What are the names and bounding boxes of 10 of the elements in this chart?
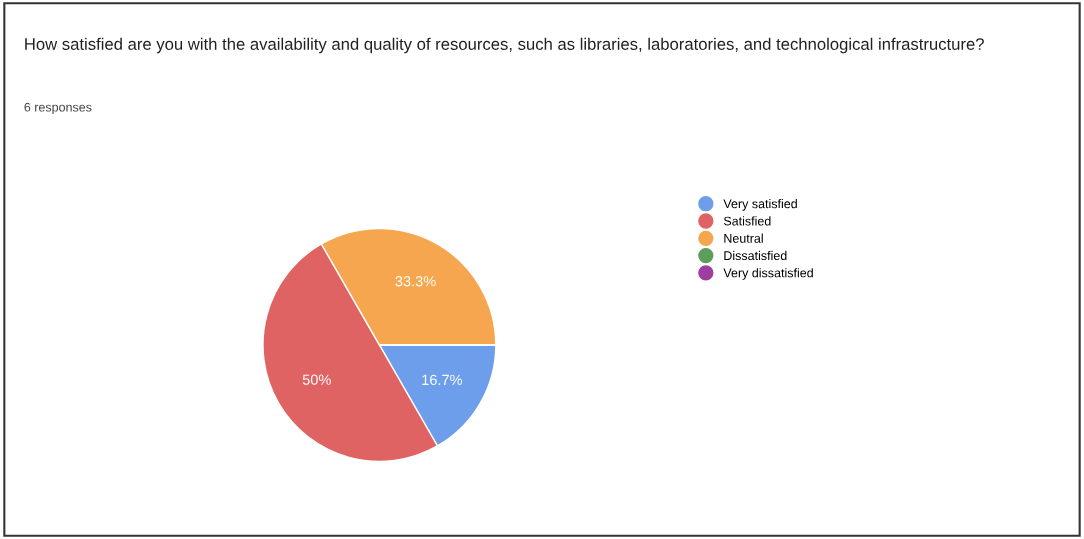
legend-label: Satisfied: [723, 216, 771, 226]
data-label: 50%: [302, 374, 331, 385]
legend-label: Very satisfied: [723, 199, 797, 211]
data-label: 33.3%: [395, 276, 436, 287]
legend-label: Dissatisfied: [724, 250, 787, 261]
legend-label: Very dissatisfied: [723, 268, 813, 280]
data-label: 16.7%: [422, 374, 463, 386]
chart-title: How satisfied are you with the availability and quality of resources, such as libraries, laboratories, and technological infrastructure?: [25, 37, 984, 54]
legend-label: Neutral: [724, 233, 763, 243]
text: 6 responses: [24, 102, 92, 115]
